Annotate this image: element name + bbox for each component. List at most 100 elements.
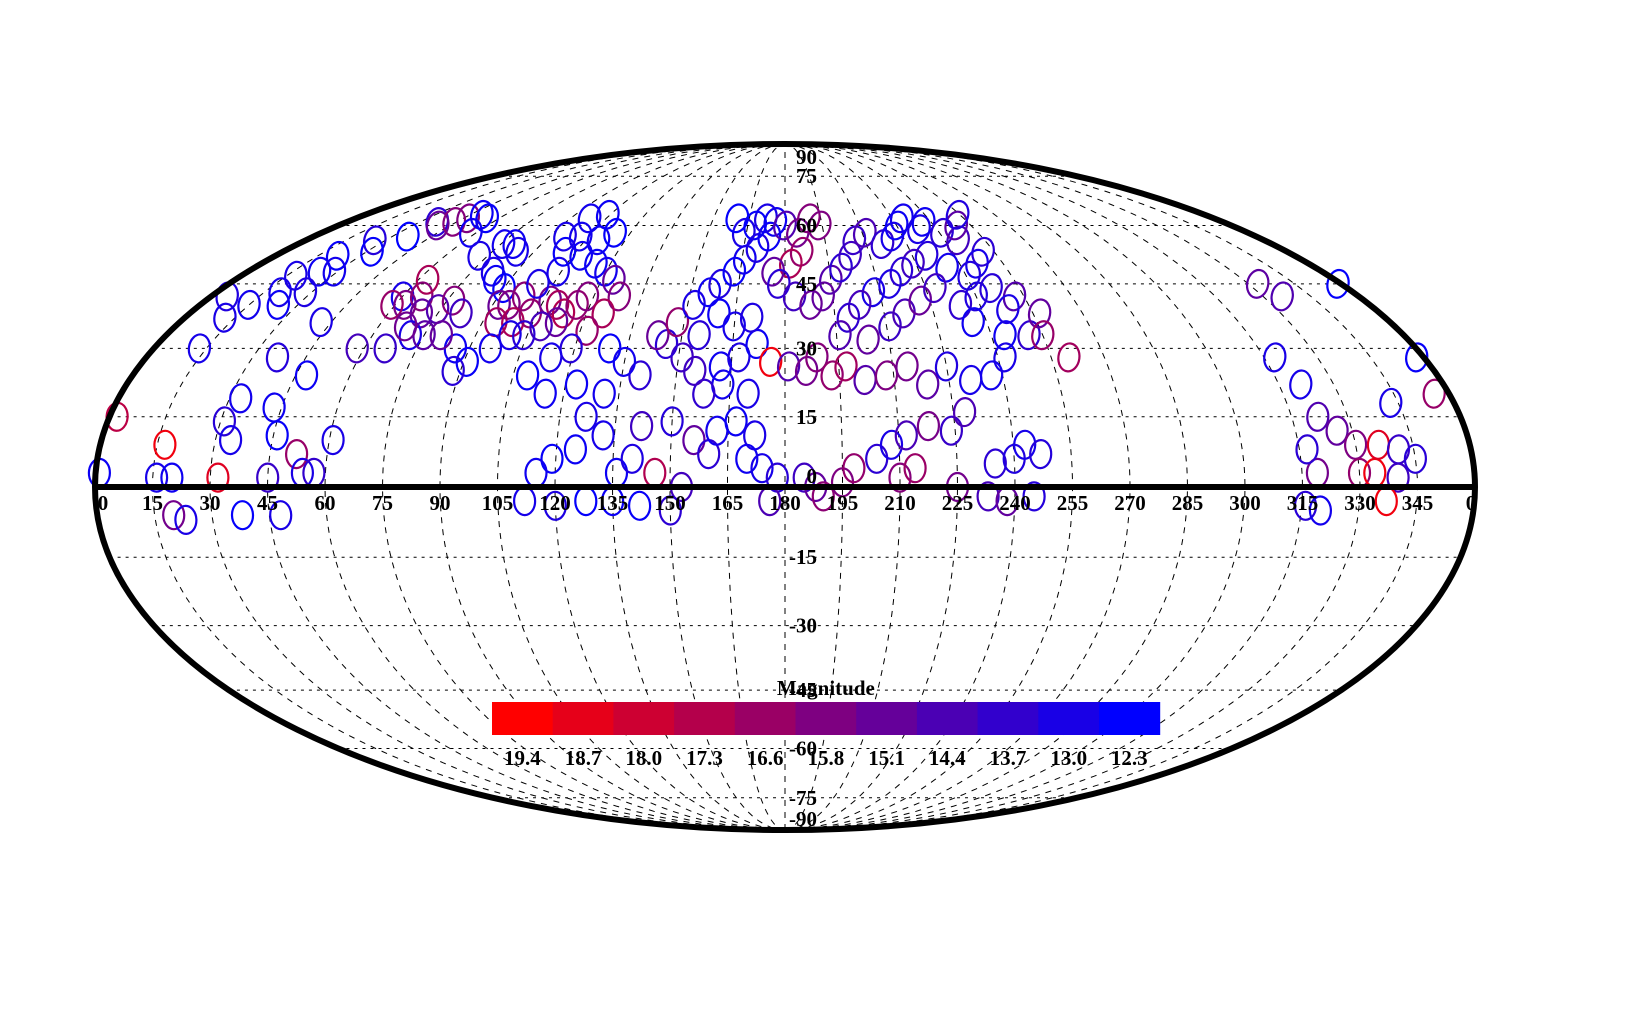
source-marker [544,307,569,338]
source-marker [502,229,527,260]
source-marker [1308,495,1333,526]
source-marker [309,307,333,338]
source-marker [212,406,237,437]
source-marker [265,420,289,451]
source-marker [441,355,465,386]
source-marker [586,225,611,256]
source-marker [467,240,492,271]
source-marker [1289,369,1313,400]
source-marker [620,443,644,474]
source-marker [811,281,835,312]
source-marker [628,360,652,391]
source-marker [945,199,970,230]
source-marker [591,298,615,329]
meridian-line [784,143,1304,831]
source-marker [475,203,499,234]
source-marker [878,311,902,342]
latitude-tick-label: 45 [796,272,817,296]
source-marker [262,392,286,423]
source-marker [907,214,931,245]
source-marker [1293,490,1318,521]
source-marker [1343,429,1368,460]
source-marker [574,401,598,432]
source-marker [478,333,503,364]
longitude-tick-label: 120 [539,491,571,515]
source-marker [584,248,608,279]
source-marker [761,256,785,287]
source-marker [796,203,821,234]
source-marker [643,457,667,488]
longitude-tick-label: 285 [1172,491,1204,515]
source-marker [393,311,418,342]
colorbar-cell [674,702,736,735]
colorbar-tick-label: 14.4 [929,746,966,770]
source-marker [724,406,748,437]
source-marker [266,289,291,320]
colorbar-cell [492,702,554,735]
colorbar-tick-label: 13.0 [1050,746,1087,770]
source-marker [952,397,977,428]
source-marker [792,462,816,493]
source-marker [539,342,563,373]
source-marker [230,500,255,531]
longitude-tick-label: 240 [999,491,1031,515]
longitude-tick-label: 180 [769,491,801,515]
source-marker [911,207,936,237]
source-marker [425,207,450,237]
source-marker [1031,320,1055,351]
source-marker [627,490,652,521]
colorbar-cell [552,702,614,735]
source-marker [782,281,807,312]
source-marker [425,210,450,241]
source-marker [658,495,682,526]
latitude-tick-label: -75 [789,786,817,810]
source-marker [604,457,629,488]
source-marker [546,256,570,287]
source-marker [1306,401,1330,432]
source-marker [564,369,589,400]
source-marker [491,229,516,260]
source-marker [834,351,858,382]
source-marker [993,342,1017,373]
source-marker [965,248,989,279]
source-marker [878,268,902,299]
source-marker [574,486,598,517]
source-marker [563,434,588,465]
source-marker [569,240,594,271]
source-marker [293,277,318,308]
colorbar-tick-label: 15.1 [868,746,905,770]
source-marker [1295,434,1319,465]
meridian-line [784,143,959,831]
longitude-tick-label: 15 [142,491,163,515]
source-marker [971,236,995,267]
source-marker [174,504,198,535]
colorbar-tick-labels: 19.4 18.7 18.0 17.3 16.6 15.8 15.1 14.4 13.7 13.0… [504,746,1148,770]
source-marker [325,240,350,271]
source-marker [736,378,760,409]
source-marker [750,453,774,484]
source-marker [842,453,866,484]
longitude-tick-label: 300 [1229,491,1261,515]
source-marker [979,360,1004,391]
longitude-tick-label: 210 [884,491,916,515]
source-marker [487,289,511,320]
source-marker [880,221,905,252]
source-marker [1270,281,1294,312]
source-marker [307,256,332,287]
source-marker [373,333,397,364]
source-marker [923,273,947,304]
colorbar-tick-label: 12.3 [1111,746,1148,770]
source-marker [552,236,577,267]
longitude-tick-label: 105 [482,491,514,515]
source-marker [948,289,973,320]
source-marker [957,260,981,291]
source-marker [727,342,751,373]
colorbar-tick-label: 13.7 [990,746,1027,770]
source-marker [1363,457,1387,488]
meridian-line [324,143,786,831]
source-marker [892,298,916,329]
source-marker [602,264,626,295]
source-marker [838,240,862,271]
source-marker [553,221,577,252]
